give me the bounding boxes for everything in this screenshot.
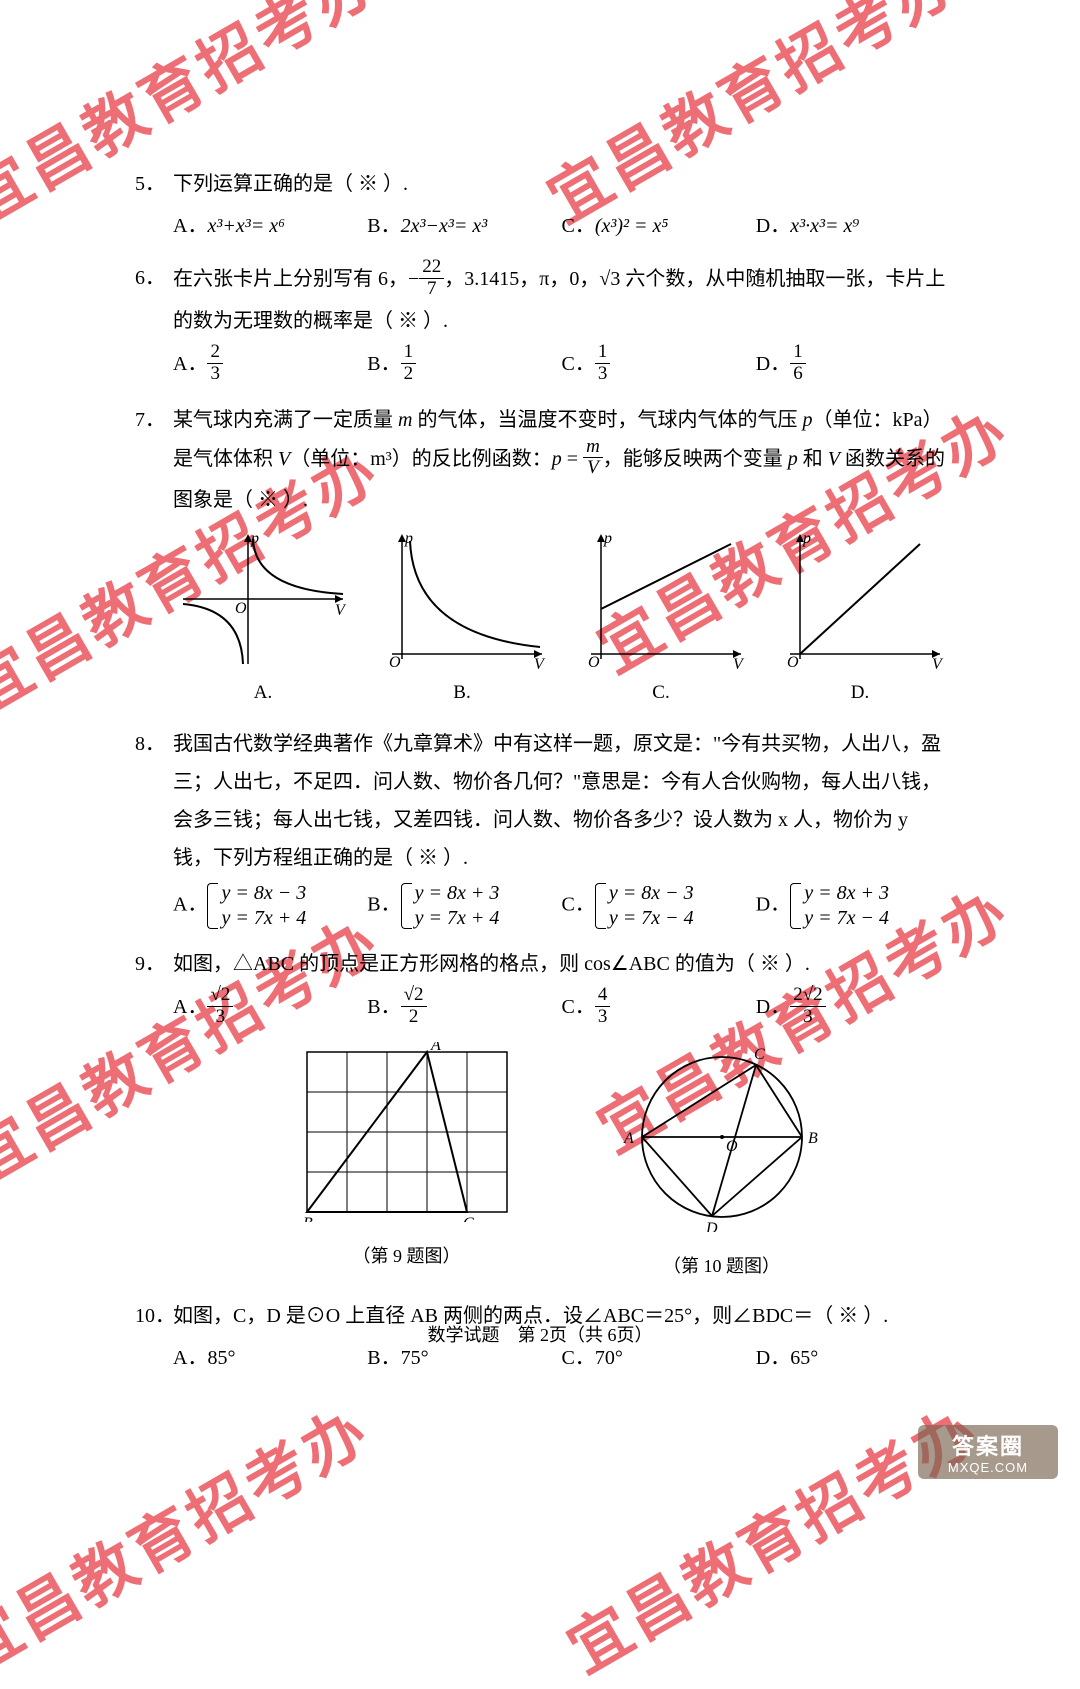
question-5: 5． 下列运算正确的是（ ※ ）. A．x³+x³= x⁶ B．2x³−x³= … <box>135 165 950 245</box>
q6-option-d: D．16 <box>756 344 950 387</box>
svg-text:B: B <box>808 1130 818 1147</box>
q9-option-c: C．43 <box>562 987 756 1030</box>
q5-stem: 下列运算正确的是（ ※ ）. <box>173 173 408 195</box>
svg-text:C: C <box>754 1046 765 1063</box>
svg-text:O: O <box>389 654 401 669</box>
q6-stem: 在六张卡片上分别写有 6，−227，3.1415，π，0，√3 六个数，从中随机… <box>173 268 945 332</box>
svg-text:O: O <box>787 654 799 669</box>
q8-option-c: C．y = 8x − 3y = 7x − 4 <box>562 881 756 931</box>
svg-text:O: O <box>235 600 247 617</box>
q8-number: 8． <box>135 725 165 763</box>
svg-text:p: p <box>250 530 259 547</box>
q6-option-a: A．23 <box>173 344 367 387</box>
q8-option-d: D．y = 8x + 3y = 7x − 4 <box>756 881 950 931</box>
svg-text:p: p <box>404 530 413 547</box>
q9-figure: A B C （第 9 题图） <box>302 1042 512 1283</box>
svg-text:C: C <box>463 1215 474 1222</box>
site-badge: 答案圈 MXQE.COM <box>918 1425 1058 1479</box>
q9-stem: 如图，△ABC 的顶点是正方形网格的格点，则 cos∠ABC 的值为（ ※ ）. <box>173 953 810 975</box>
svg-text:V: V <box>932 656 944 669</box>
svg-text:p: p <box>603 530 612 547</box>
q5-option-c: C．(x³)² = x⁵ <box>562 207 756 245</box>
question-6: 6． 在六张卡片上分别写有 6，−227，3.1415，π，0，√3 六个数，从… <box>135 259 950 387</box>
question-8: 8． 我国古代数学经典著作《九章算术》中有这样一题，原文是："今有共买物，人出八… <box>135 725 950 931</box>
q7-graph-b: O p V B. <box>372 529 552 711</box>
q10-figure: O A B C D （第 10 题图） <box>622 1042 822 1283</box>
svg-text:D: D <box>705 1220 718 1232</box>
q8-option-b: B．y = 8x + 3y = 7x + 4 <box>367 881 561 931</box>
q9-option-b: B．√22 <box>367 987 561 1030</box>
q6-option-c: C．13 <box>562 344 756 387</box>
q9-q10-figures: A B C （第 9 题图） <box>173 1042 950 1283</box>
q7-graph-d: O p V D. <box>770 529 950 711</box>
question-7: 7． 某气球内充满了一定质量 m 的气体，当温度不变时，气球内气体的气压 p（单… <box>135 401 950 712</box>
svg-text:B: B <box>303 1215 313 1222</box>
q7-graph-c: O p V C. <box>571 529 751 711</box>
q5-option-d: D．x³·x³= x⁹ <box>756 207 950 245</box>
page-content: 5． 下列运算正确的是（ ※ ）. A．x³+x³= x⁶ B．2x³−x³= … <box>0 0 1080 1451</box>
q6-option-b: B．12 <box>367 344 561 387</box>
q7-number: 7． <box>135 401 165 439</box>
svg-text:p: p <box>802 530 811 547</box>
svg-text:V: V <box>733 656 745 669</box>
svg-text:V: V <box>534 656 546 669</box>
q7-graph-a: O p V A. <box>173 529 353 711</box>
q9-option-a: A．√23 <box>173 987 367 1030</box>
q6-number: 6． <box>135 259 165 297</box>
q5-option-a: A．x³+x³= x⁶ <box>173 207 367 245</box>
svg-text:A: A <box>430 1042 441 1054</box>
q9-number: 9． <box>135 945 165 983</box>
svg-text:A: A <box>623 1130 634 1147</box>
svg-text:V: V <box>335 602 347 619</box>
q9-option-d: D．2√23 <box>756 987 950 1030</box>
q7-stem: 某气球内充满了一定质量 m 的气体，当温度不变时，气球内气体的气压 p（单位：k… <box>173 409 945 512</box>
q5-number: 5． <box>135 165 165 203</box>
page-footer: 数学试题 第 2页（共 6页） <box>0 1321 1080 1347</box>
q7-graphs: O p V A. O p V B. <box>173 529 950 711</box>
q8-stem: 我国古代数学经典著作《九章算术》中有这样一题，原文是："今有共买物，人出八，盈三… <box>173 733 941 869</box>
svg-text:O: O <box>588 654 600 669</box>
q8-option-a: A．y = 8x − 3y = 7x + 4 <box>173 881 367 931</box>
question-9: 9． 如图，△ABC 的顶点是正方形网格的格点，则 cos∠ABC 的值为（ ※… <box>135 945 950 1283</box>
svg-text:O: O <box>726 1138 738 1155</box>
q5-option-b: B．2x³−x³= x³ <box>367 207 561 245</box>
